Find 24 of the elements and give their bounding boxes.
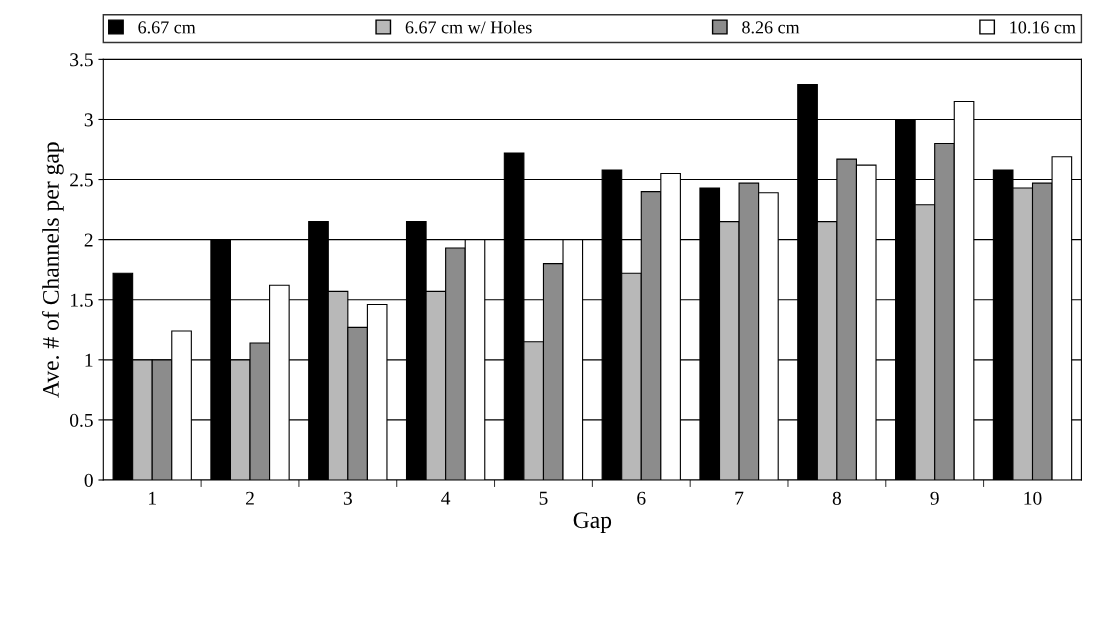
- x-tick-label: 8: [832, 491, 842, 505]
- x-tick-label: 5: [539, 491, 548, 505]
- legend-label: 10.16 cm: [1010, 21, 1076, 34]
- x-tick-label: 4: [441, 491, 451, 505]
- y-axis-title: Ave. # of Channels per gap: [42, 142, 64, 398]
- x-tick-label: 1: [149, 491, 156, 505]
- y-tick-label: 0.5: [70, 413, 93, 427]
- x-tick-label: 3: [343, 491, 352, 505]
- legend-label: 8.26 cm: [742, 21, 800, 34]
- legend-label: 6.67 cm w/ Holes: [405, 20, 532, 34]
- x-tick-label: 6: [637, 491, 646, 505]
- y-tick-label: 2.5: [70, 173, 93, 187]
- y-tick-label: 1: [85, 353, 93, 367]
- x-tick-label: 9: [930, 491, 939, 505]
- y-tick-label: 0: [84, 473, 93, 487]
- y-tick-label: 1.5: [70, 293, 93, 307]
- x-tick-label: 10: [1024, 491, 1042, 505]
- y-tick-label: 2: [84, 233, 93, 247]
- y-tick-label: 3.5: [70, 53, 93, 67]
- x-axis-title: Gap: [573, 512, 612, 533]
- legend-label: 6.67 cm: [138, 21, 196, 34]
- x-tick-label: 2: [246, 491, 254, 505]
- x-tick-label: 7: [735, 491, 744, 505]
- y-tick-label: 3: [84, 113, 93, 127]
